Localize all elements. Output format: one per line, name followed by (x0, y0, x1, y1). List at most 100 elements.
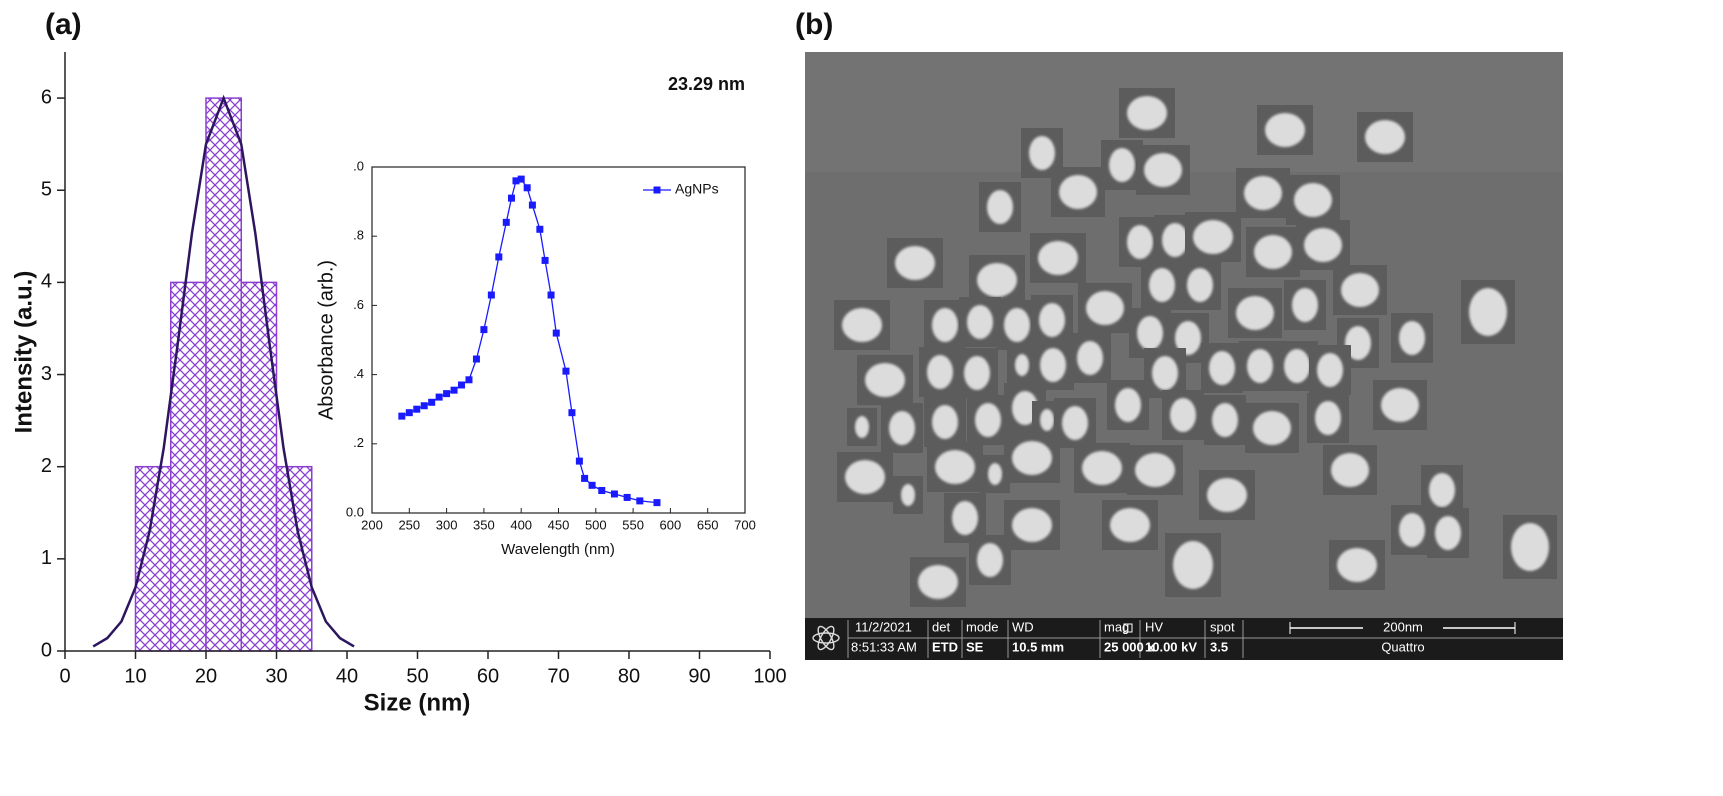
y-axis-title: Absorbance (arb.) (315, 260, 337, 420)
field-value: 10.5 mm (1012, 639, 1064, 654)
particle (1173, 541, 1213, 589)
marker (653, 499, 661, 507)
x-axis-title: Wavelength (nm) (501, 541, 615, 558)
particle (1127, 225, 1153, 259)
legend-label: AgNPs (675, 181, 719, 197)
legend-marker (653, 186, 661, 194)
x-tick-label: 700 (734, 517, 756, 532)
particle (967, 305, 993, 339)
x-tick-label: 200 (361, 517, 383, 532)
y-tick-label: .4 (353, 366, 364, 381)
particle (1170, 398, 1196, 432)
particle (1345, 326, 1371, 360)
particle (1212, 403, 1238, 437)
x-tick-label: 500 (585, 517, 607, 532)
particle (865, 363, 905, 397)
field-value: ETD (932, 639, 958, 654)
marker (512, 177, 520, 185)
y-tick-label: 4 (41, 271, 52, 293)
particle (1399, 513, 1425, 547)
particle (935, 450, 975, 484)
x-axis-title: Size (nm) (364, 689, 471, 716)
particle (1254, 235, 1292, 269)
x-tick-label: 650 (697, 517, 719, 532)
marker (562, 367, 570, 375)
marker (581, 474, 589, 482)
marker (528, 201, 536, 209)
marker (623, 493, 631, 501)
field-label: WD (1012, 619, 1034, 634)
mag-icon (1123, 623, 1133, 633)
particle (1059, 175, 1097, 209)
particle (927, 355, 953, 389)
particle (1135, 453, 1175, 487)
marker (547, 291, 555, 299)
particle (1265, 113, 1305, 147)
particle (1341, 273, 1379, 307)
particle (1317, 353, 1343, 387)
marker (495, 253, 503, 261)
y-tick-label: 2 (41, 455, 52, 477)
particle (1115, 388, 1141, 422)
marker (443, 390, 451, 398)
marker (541, 256, 549, 264)
particle (1207, 478, 1247, 512)
x-tick-label: 100 (753, 665, 786, 687)
particle (1284, 349, 1310, 383)
bar (205, 97, 242, 652)
particle (1012, 508, 1052, 542)
bar (134, 465, 172, 652)
particle (987, 190, 1013, 224)
particle (1247, 349, 1273, 383)
particle (1082, 451, 1122, 485)
particle (1004, 308, 1030, 342)
y-tick-label: .2 (353, 435, 364, 450)
particle (1244, 176, 1282, 210)
particle (1236, 296, 1274, 330)
x-tick-label: 70 (547, 665, 569, 687)
x-tick-label: 550 (622, 517, 644, 532)
particle (988, 463, 1002, 485)
bar (275, 465, 313, 652)
y-tick-label: 0.0 (346, 504, 364, 519)
y-tick-label: 0 (41, 639, 52, 661)
field-value: 10.00 kV (1145, 639, 1197, 654)
instrument: Quattro (1381, 639, 1424, 654)
particle (1429, 473, 1455, 507)
field-value: 25 000 x (1104, 639, 1155, 654)
particle (1187, 268, 1213, 302)
marker (575, 457, 583, 465)
particle (1029, 136, 1055, 170)
particle (1077, 341, 1103, 375)
fit-curve (92, 94, 355, 648)
particle (889, 411, 915, 445)
particle (1110, 508, 1150, 542)
particle (901, 484, 915, 506)
marker (458, 381, 466, 389)
particle (952, 501, 978, 535)
annotation: 23.29 nm (668, 74, 745, 94)
date: 11/2/2021 (855, 619, 912, 634)
marker (568, 409, 576, 417)
marker (472, 355, 480, 363)
x-tick-label: 30 (265, 665, 287, 687)
x-tick-label: 600 (660, 517, 682, 532)
particle (1365, 120, 1405, 154)
marker (480, 326, 488, 334)
particle (1038, 241, 1078, 275)
marker (450, 386, 458, 394)
x-tick-label: 400 (510, 517, 532, 532)
panel-label: (a) (45, 8, 82, 41)
particle (1435, 516, 1461, 550)
particle (1149, 268, 1175, 302)
particle (1127, 96, 1167, 130)
time: 8:51:33 AM (851, 639, 917, 654)
particle (964, 356, 990, 390)
particle (918, 565, 958, 599)
particle (1039, 303, 1065, 337)
marker (517, 175, 525, 183)
y-tick-label: .0 (353, 158, 364, 173)
marker (428, 398, 436, 406)
field-label: mag (1104, 619, 1129, 634)
marker (523, 184, 531, 192)
